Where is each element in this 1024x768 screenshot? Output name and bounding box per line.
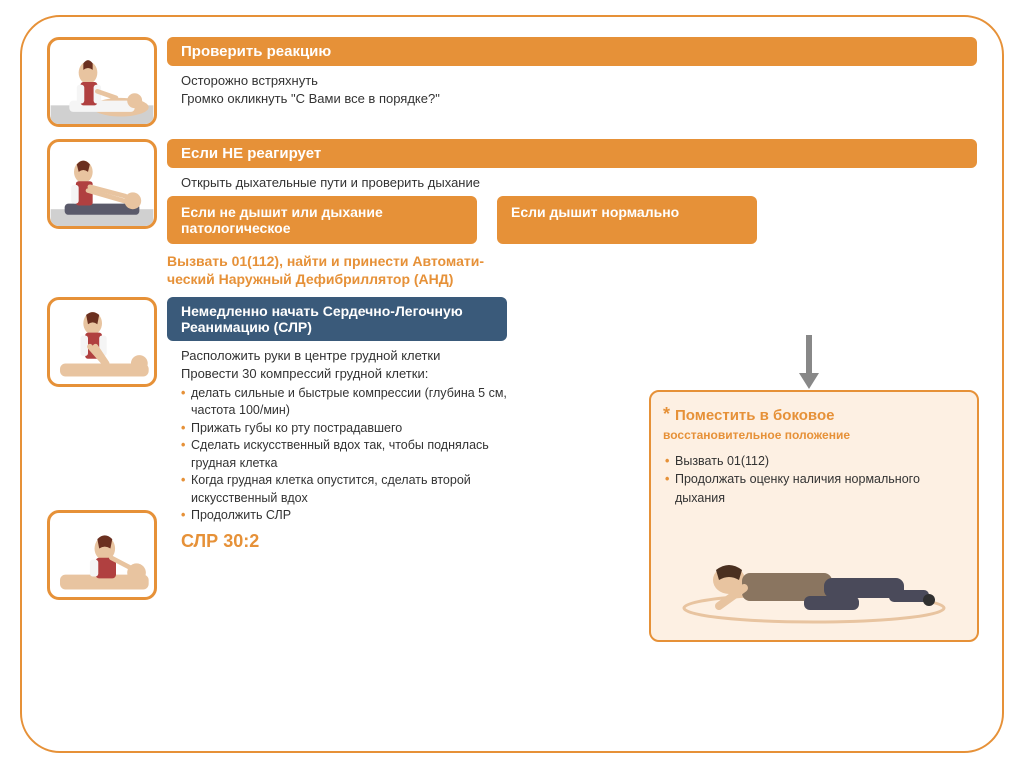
cpr-bullets: делать сильные и быстрые компрессии (глу… bbox=[167, 385, 527, 525]
recovery-bullet: Продолжать оценку наличия нормального ды… bbox=[663, 470, 965, 508]
check-response-illustration bbox=[50, 40, 154, 124]
step-icon-3 bbox=[47, 297, 157, 387]
cpr-bullet: делать сильные и быстрые компрессии (глу… bbox=[181, 385, 527, 420]
recovery-subtitle: восстановительное положение bbox=[663, 428, 850, 442]
call-instruction: Вызвать 01(112), найти и принести Автома… bbox=[167, 252, 977, 288]
step-1-title: Проверить реакцию bbox=[167, 37, 977, 66]
cpr-title: Немедленно начать Сердечно-Легочную Реан… bbox=[167, 297, 507, 341]
cpr-bullet: Сделать искусственный вдох так, чтобы по… bbox=[181, 437, 527, 472]
recovery-title: * Поместить в боковое восстановительное … bbox=[663, 404, 965, 444]
cpr-bullet: Прижать губы ко рту пострадавшего bbox=[181, 420, 527, 438]
cpr-bullet: Когда грудная клетка опустится, сделать … bbox=[181, 472, 527, 507]
cpr-illustration bbox=[50, 300, 154, 384]
split-breathing: Если дышит нормально bbox=[497, 196, 757, 244]
recovery-bullet: Вызвать 01(112) bbox=[663, 452, 965, 471]
rescue-breath-illustration bbox=[50, 513, 154, 597]
cpr-ratio: СЛР 30:2 bbox=[181, 531, 527, 552]
step-icon-4 bbox=[47, 510, 157, 600]
step-icon-1 bbox=[47, 37, 157, 127]
split-no-breathing: Если не дышит или дыхание патологическое bbox=[167, 196, 477, 244]
step-1-body: Осторожно встряхнуть Громко окликнуть "С… bbox=[167, 72, 977, 108]
step-2-title: Если НЕ реагирует bbox=[167, 139, 977, 168]
arrow-down-icon bbox=[794, 335, 824, 390]
recovery-bullets: Вызвать 01(112) Продолжать оценку наличи… bbox=[663, 452, 965, 508]
step-2-body: Открыть дыхательные пути и проверить дых… bbox=[167, 174, 977, 192]
step-icon-2 bbox=[47, 139, 157, 229]
recovery-title-text: Поместить в боковое bbox=[675, 407, 834, 424]
step-row-2: Если НЕ реагирует Открыть дыхательные пу… bbox=[47, 139, 977, 289]
airway-illustration bbox=[50, 142, 154, 226]
recovery-position-box: * Поместить в боковое восстановительное … bbox=[649, 390, 979, 642]
cpr-intro: Расположить руки в центре грудной клетки… bbox=[167, 347, 527, 383]
flowchart-frame: Проверить реакцию Осторожно встряхнуть Г… bbox=[20, 15, 1004, 753]
decision-split: Если не дышит или дыхание патологическое… bbox=[167, 196, 977, 244]
recovery-illustration bbox=[663, 518, 965, 628]
step-row-1: Проверить реакцию Осторожно встряхнуть Г… bbox=[47, 37, 977, 127]
cpr-bullet: Продолжить СЛР bbox=[181, 507, 527, 525]
asterisk: * bbox=[663, 404, 675, 424]
